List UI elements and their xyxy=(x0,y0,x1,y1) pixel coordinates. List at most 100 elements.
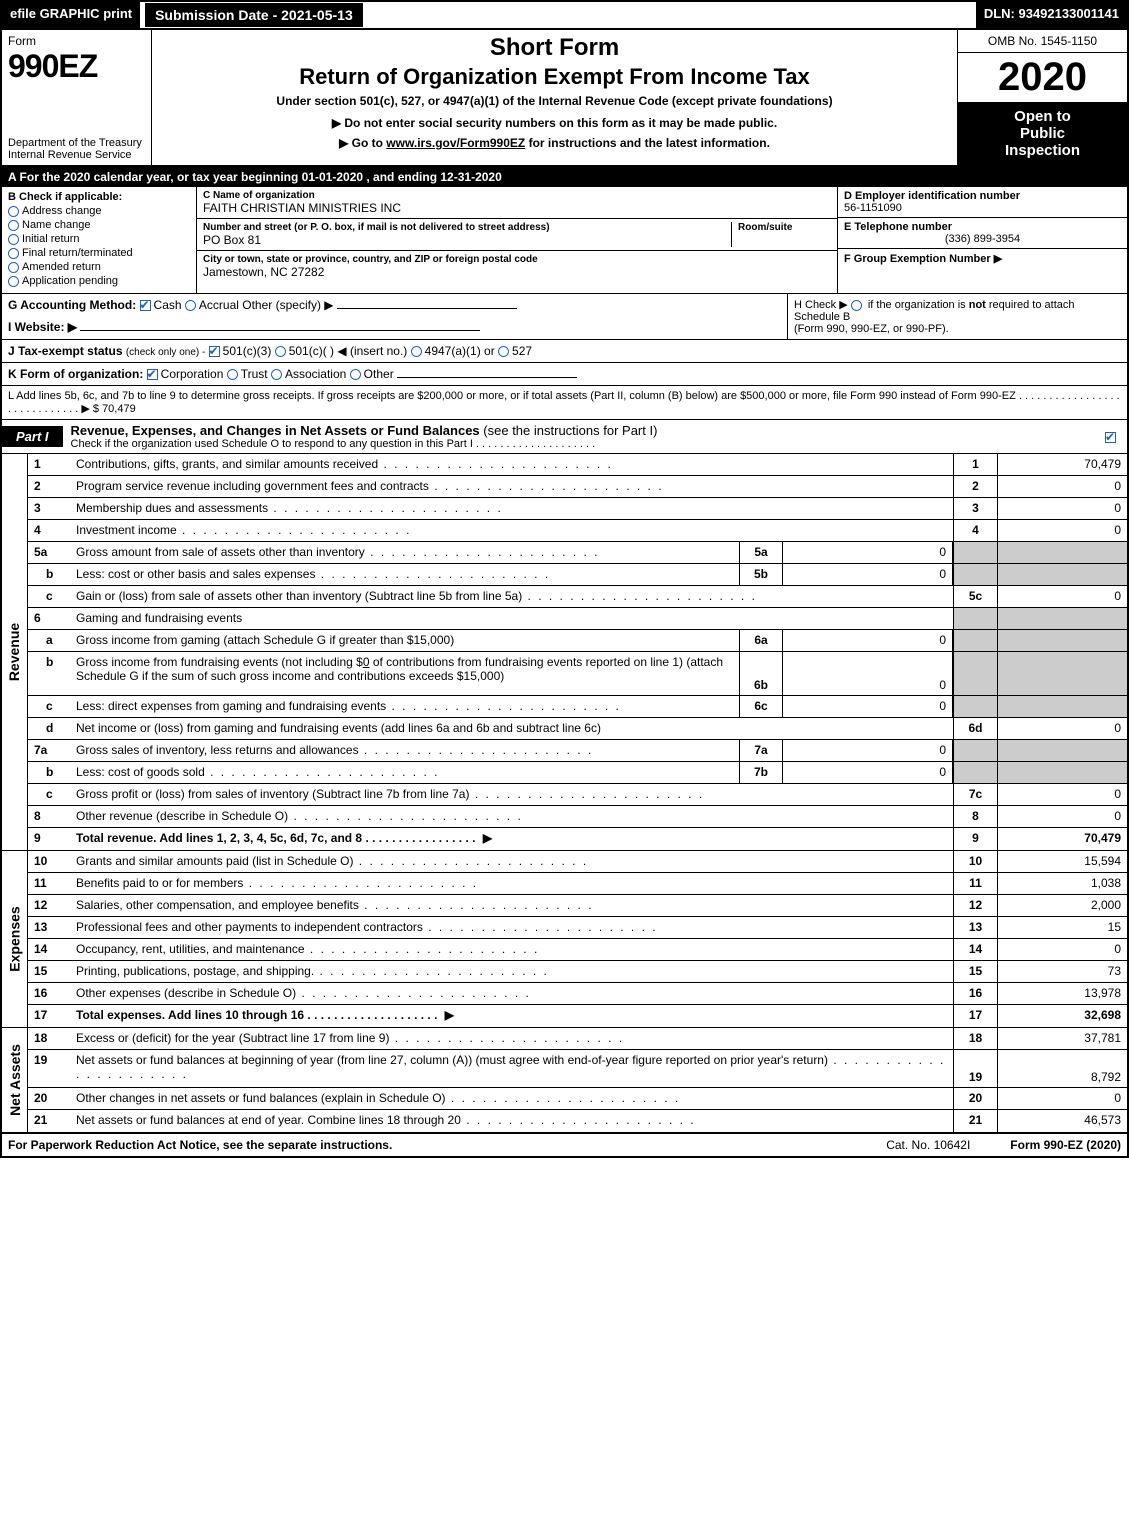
print-link[interactable]: print xyxy=(103,6,132,21)
line-7c: cGross profit or (loss) from sales of in… xyxy=(28,784,1127,806)
line-10: 10Grants and similar amounts paid (list … xyxy=(28,851,1127,873)
inspect3: Inspection xyxy=(962,142,1123,159)
h-not: not xyxy=(969,299,986,311)
line-k: K Form of organization: Corporation Trus… xyxy=(2,363,1127,386)
city-label: City or town, state or province, country… xyxy=(203,254,831,265)
part-1-header: Part I Revenue, Expenses, and Changes in… xyxy=(2,420,1127,454)
g-other-input[interactable] xyxy=(337,308,517,309)
chk-application-pending[interactable]: Application pending xyxy=(8,275,190,287)
info-block: B Check if applicable: Address change Na… xyxy=(2,187,1127,294)
i-label: I Website: ▶ xyxy=(8,320,77,334)
dln-label: DLN: xyxy=(984,6,1019,21)
g-cash: Cash xyxy=(154,298,182,312)
inspect1: Open to xyxy=(962,108,1123,125)
street-row: Number and street (or P. O. box, if mail… xyxy=(197,219,837,251)
ssn-warning: ▶ Do not enter social security numbers o… xyxy=(158,116,951,130)
line-7a: 7aGross sales of inventory, less returns… xyxy=(28,740,1127,762)
website-input[interactable] xyxy=(80,330,480,331)
line-20: 20Other changes in net assets or fund ba… xyxy=(28,1088,1127,1110)
expenses-section: Expenses 10Grants and similar amounts pa… xyxy=(2,851,1127,1028)
k-assoc: Association xyxy=(285,367,346,381)
street: PO Box 81 xyxy=(203,233,731,247)
line-5a: 5aGross amount from sale of assets other… xyxy=(28,542,1127,564)
line-6c: cLess: direct expenses from gaming and f… xyxy=(28,696,1127,718)
line-7b: bLess: cost of goods sold7b0 xyxy=(28,762,1127,784)
line-6b: bGross income from fundraising events (n… xyxy=(28,652,1127,696)
department: Department of the Treasury Internal Reve… xyxy=(8,137,145,161)
dept-line1: Department of the Treasury xyxy=(8,137,145,149)
box-b-title: B Check if applicable: xyxy=(8,191,190,203)
footer-mid: Cat. No. 10642I xyxy=(846,1138,1010,1152)
line-9: 9Total revenue. Add lines 1, 2, 3, 4, 5c… xyxy=(28,828,1127,850)
chk-other[interactable] xyxy=(350,369,361,380)
j-4947: 4947(a)(1) or xyxy=(425,344,495,358)
box-b: B Check if applicable: Address change Na… xyxy=(2,187,197,293)
l-text: L Add lines 5b, 6c, and 7b to line 9 to … xyxy=(8,390,1016,402)
goto-link[interactable]: www.irs.gov/Form990EZ xyxy=(386,136,525,150)
chk-501c[interactable] xyxy=(275,346,286,357)
line-h: H Check ▶ if the organization is not req… xyxy=(787,294,1127,339)
chk-4947[interactable] xyxy=(411,346,422,357)
part-1-checkbox[interactable] xyxy=(1097,427,1127,447)
header-mid: Short Form Return of Organization Exempt… xyxy=(152,30,957,165)
ein-label: D Employer identification number xyxy=(844,190,1121,202)
form-word: Form xyxy=(8,34,145,48)
chk-amended-return[interactable]: Amended return xyxy=(8,261,190,273)
h-txt2: if the organization is xyxy=(868,299,969,311)
efile-text: efile GRAPHIC xyxy=(10,6,100,21)
room-label: Room/suite xyxy=(738,222,831,233)
g-other: Other (specify) ▶ xyxy=(242,298,333,312)
ein-value: 56-1151090 xyxy=(844,202,1121,214)
l-value: $ 70,479 xyxy=(93,403,136,415)
omb-number: OMB No. 1545-1150 xyxy=(958,30,1127,53)
line-6: 6Gaming and fundraising events xyxy=(28,608,1127,630)
chk-527[interactable] xyxy=(498,346,509,357)
line-3: 3Membership dues and assessments30 xyxy=(28,498,1127,520)
submission-date-box: Submission Date - 2021-05-13 xyxy=(144,2,364,28)
part-1-check-line: Check if the organization used Schedule … xyxy=(71,438,1089,450)
line-g: G Accounting Method: Cash Accrual Other … xyxy=(2,294,787,339)
netassets-section: Net Assets 18Excess or (deficit) for the… xyxy=(2,1028,1127,1134)
line-6a: aGross income from gaming (attach Schedu… xyxy=(28,630,1127,652)
submission-label: Submission Date - xyxy=(155,7,281,23)
form-990ez-page: efile GRAPHIC print Submission Date - 20… xyxy=(0,0,1129,1158)
chk-501c3[interactable] xyxy=(209,346,220,357)
expenses-side-label: Expenses xyxy=(2,851,28,1027)
box-f: F Group Exemption Number ▶ xyxy=(838,249,1127,268)
dln-box: DLN: 93492133001141 xyxy=(976,2,1127,28)
line-l: L Add lines 5b, 6c, and 7b to line 9 to … xyxy=(2,386,1127,420)
chk-assoc[interactable] xyxy=(271,369,282,380)
efile-graphic: efile GRAPHIC print xyxy=(2,2,140,28)
chk-accrual[interactable] xyxy=(185,300,196,311)
dept-line2: Internal Revenue Service xyxy=(8,149,145,161)
org-name: FAITH CHRISTIAN MINISTRIES INC xyxy=(203,201,831,215)
part-1-title: Revenue, Expenses, and Changes in Net As… xyxy=(63,420,1097,453)
chk-h[interactable] xyxy=(851,300,862,311)
chk-trust[interactable] xyxy=(227,369,238,380)
goto-line: ▶ Go to www.irs.gov/Form990EZ for instru… xyxy=(158,136,951,150)
line-17: 17Total expenses. Add lines 10 through 1… xyxy=(28,1005,1127,1027)
header-right: OMB No. 1545-1150 2020 Open to Public In… xyxy=(957,30,1127,165)
line-11: 11Benefits paid to or for members111,038 xyxy=(28,873,1127,895)
chk-corp[interactable] xyxy=(147,369,158,380)
k-other-input[interactable] xyxy=(397,377,577,378)
l-arrow: ▶ xyxy=(81,403,89,415)
expenses-lines: 10Grants and similar amounts paid (list … xyxy=(28,851,1127,1027)
line-5b: bLess: cost or other basis and sales exp… xyxy=(28,564,1127,586)
chk-name-change[interactable]: Name change xyxy=(8,219,190,231)
j-note: (check only one) - xyxy=(126,347,205,358)
k-trust: Trust xyxy=(241,367,268,381)
chk-cash[interactable] xyxy=(140,300,151,311)
top-bar: efile GRAPHIC print Submission Date - 20… xyxy=(2,2,1127,30)
chk-initial-return[interactable]: Initial return xyxy=(8,233,190,245)
line-15: 15Printing, publications, postage, and s… xyxy=(28,961,1127,983)
chk-final-return[interactable]: Final return/terminated xyxy=(8,247,190,259)
netassets-side-label: Net Assets xyxy=(2,1028,28,1132)
return-title: Return of Organization Exempt From Incom… xyxy=(158,64,951,90)
street-label: Number and street (or P. O. box, if mail… xyxy=(203,222,731,233)
footer-left: For Paperwork Reduction Act Notice, see … xyxy=(8,1138,846,1152)
dln-value: 93492133001141 xyxy=(1018,6,1119,21)
line-2: 2Program service revenue including gover… xyxy=(28,476,1127,498)
chk-address-change[interactable]: Address change xyxy=(8,205,190,217)
line-j: J Tax-exempt status (check only one) - 5… xyxy=(2,340,1127,363)
